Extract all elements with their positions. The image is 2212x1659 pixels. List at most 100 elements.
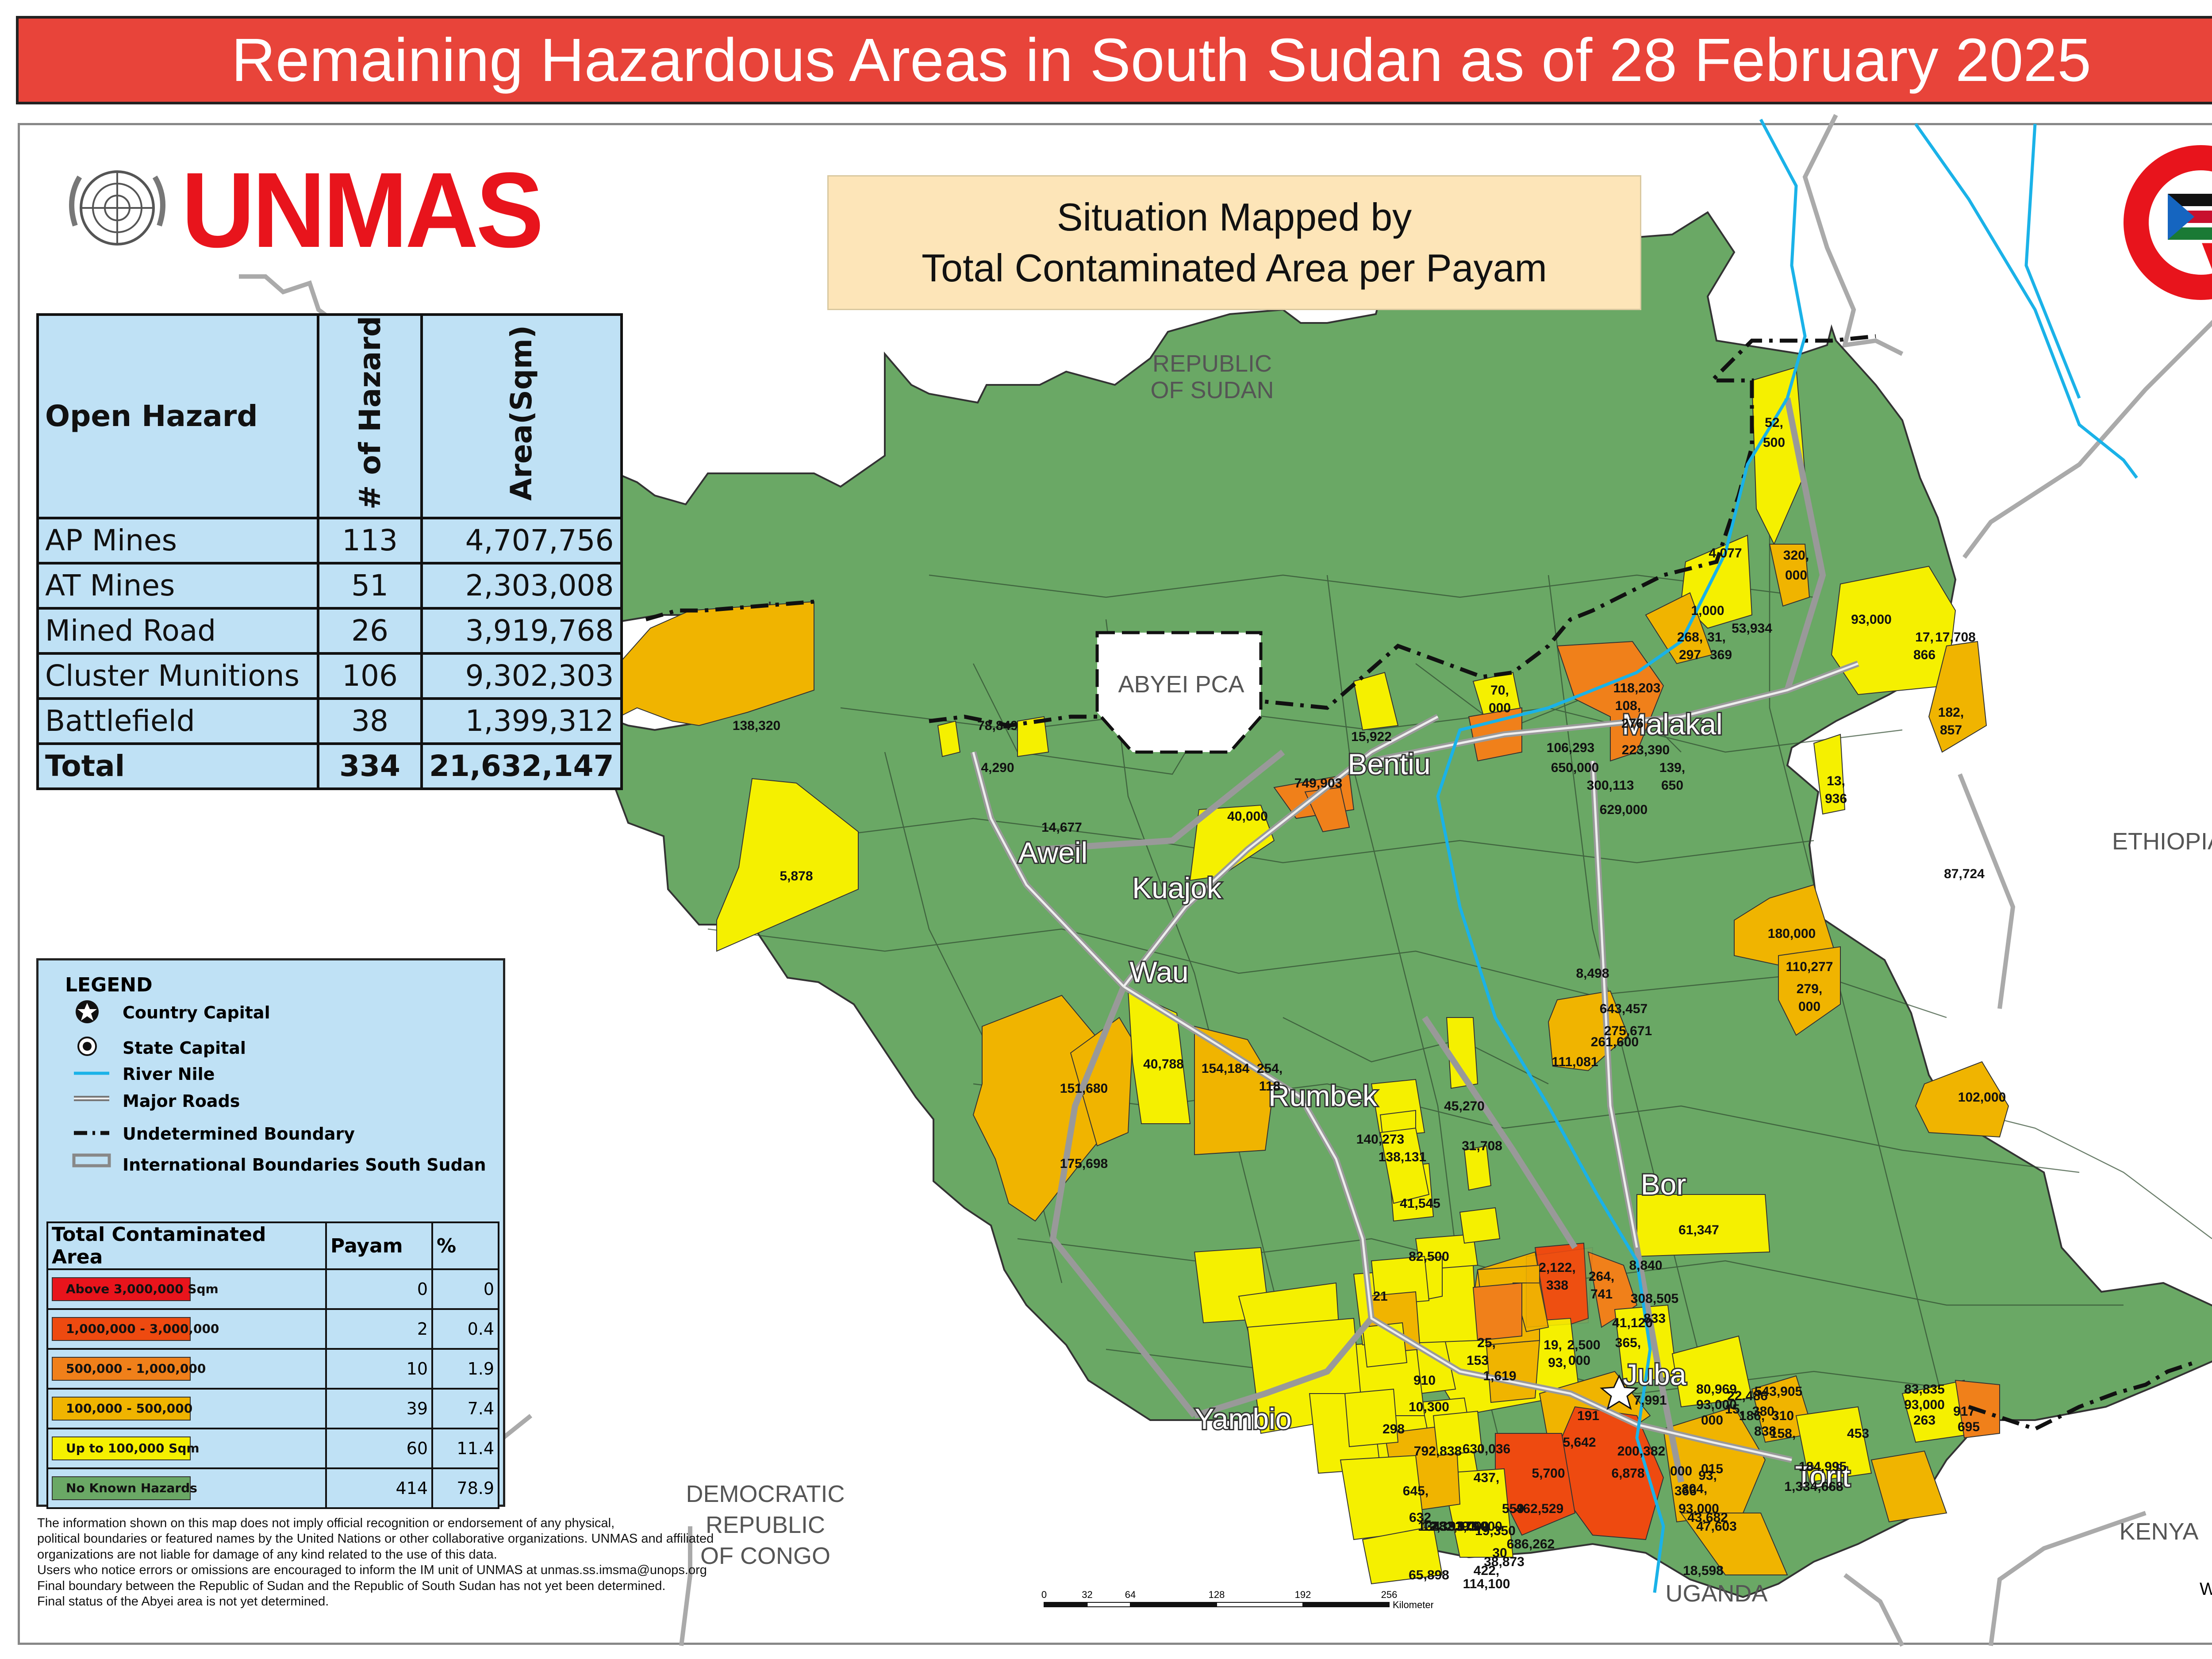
area-label: 261,600 xyxy=(1591,1035,1639,1049)
hazard-area xyxy=(1463,1145,1492,1191)
area-label: 175,698 xyxy=(1060,1156,1108,1171)
area-label: 30 xyxy=(1492,1546,1507,1560)
legend-item: Major Roads xyxy=(123,1091,240,1111)
count-header: # of Hazard xyxy=(353,316,387,510)
scale-unit: Kilometers xyxy=(1393,1599,1433,1610)
class-row: Above 3,000,000 Sqm 0 0 xyxy=(46,1268,499,1310)
hazard-area xyxy=(1795,1406,1872,1483)
area-label: 866 xyxy=(1913,648,1936,662)
hazard-count: 26 xyxy=(317,607,423,655)
class-row: 1,000,000 - 3,000,000 2 0.4 xyxy=(46,1308,499,1350)
area-label: 629,000 xyxy=(1600,803,1647,817)
scale-tick-label: 256 xyxy=(1381,1589,1398,1600)
area-label: 936 xyxy=(1825,791,1847,806)
area-label: 264, xyxy=(1589,1269,1614,1284)
city-label: Kuajok xyxy=(1132,872,1222,904)
area-label: 180,000 xyxy=(1768,926,1816,941)
area-label: 1,619 xyxy=(1483,1369,1516,1383)
hazard-area xyxy=(1432,1410,1483,1456)
major-roads-core xyxy=(972,662,1859,1461)
hazard-count: 51 xyxy=(317,561,423,610)
area-label: 275,671 xyxy=(1604,1024,1652,1038)
area-label: 300,113 xyxy=(1587,778,1634,793)
area-label: 4,290 xyxy=(981,760,1014,775)
class-row: 100,000 - 500,000 39 7.4 xyxy=(46,1388,499,1429)
hazard-type: Battlefield xyxy=(36,697,319,745)
hazard-area xyxy=(1127,990,1191,1124)
area-label: 276 xyxy=(1621,716,1644,731)
payam-header: Payam xyxy=(325,1221,433,1270)
class-label: Up to 100,000 Sqm xyxy=(66,1441,200,1455)
area-label: 365, xyxy=(1615,1336,1641,1350)
hazard-area-value: 3,919,768 xyxy=(420,607,623,655)
area-label: 93,000 xyxy=(1678,1502,1719,1516)
class-label: Above 3,000,000 Sqm xyxy=(66,1282,219,1296)
class-label: No Known Hazards xyxy=(66,1481,197,1495)
city-label: Rumbek xyxy=(1268,1079,1378,1112)
hazard-area xyxy=(1928,641,1987,753)
area-label: 158, xyxy=(1770,1426,1796,1441)
area-label: 4,077 xyxy=(1709,546,1742,561)
hazard-area-value: 4,707,756 xyxy=(420,516,623,565)
area-label: 279, xyxy=(1797,982,1822,996)
hazard-area xyxy=(716,778,859,952)
area-label: 650,000 xyxy=(1551,760,1599,775)
area-label: 000 xyxy=(1670,1464,1692,1479)
undetermined-boundary xyxy=(645,334,2195,1431)
hazard-type: AT Mines xyxy=(36,561,319,610)
table-row: Mined Road 26 3,919,768 xyxy=(36,607,623,655)
hazard-area xyxy=(1344,1388,1399,1448)
hazard-count: 113 xyxy=(317,516,423,565)
area-label: 1,000 xyxy=(1691,603,1724,618)
hazard-area xyxy=(614,601,814,726)
area-label: 559 xyxy=(1502,1502,1524,1516)
hazard-area xyxy=(1526,1247,1594,1328)
area-label: 543,905 xyxy=(1755,1384,1802,1399)
area-label: 000 xyxy=(1568,1353,1590,1368)
scale-tick-label: 0 xyxy=(1041,1589,1047,1600)
area-label: 93,000 xyxy=(1904,1398,1945,1412)
total-label: Total xyxy=(36,742,319,790)
class-payam: 414 xyxy=(325,1467,433,1509)
table-row: Cluster Munitions 106 9,302,303 xyxy=(36,652,623,700)
scale-graphic: 0 32 64 128 192 256Kilometers xyxy=(1041,1589,1433,1610)
disclaimer-line: organizations are not liable for damage … xyxy=(37,1547,497,1562)
class-row: 500,000 - 1,000,000 10 1.9 xyxy=(46,1348,499,1390)
area-label: 118 xyxy=(1259,1079,1280,1094)
hazard-area xyxy=(1194,1025,1275,1156)
hazard-area-value: 1,399,312 xyxy=(420,697,623,745)
area-label: 833 xyxy=(1644,1311,1666,1326)
city-label: Torit xyxy=(1795,1460,1851,1493)
table-row: AP Mines 113 4,707,756 xyxy=(36,516,623,565)
area-label: 93,000 xyxy=(1696,1398,1737,1412)
map-subtitle-box: Situation Mapped by Total Contaminated A… xyxy=(827,175,1641,310)
area-label: 650 xyxy=(1661,778,1683,793)
area-label: 200,382 xyxy=(1617,1444,1665,1459)
city-label: Aweil xyxy=(1018,836,1088,869)
area-header: Area(Sqm) xyxy=(504,325,539,501)
intl-boundary-icon xyxy=(72,1153,111,1167)
class-row: No Known Hazards 414 78.9 xyxy=(46,1467,499,1509)
hazard-area xyxy=(1017,716,1049,757)
un-emblem-icon xyxy=(62,159,173,257)
area-label: 17,708 xyxy=(1935,630,1976,645)
area-label: 632 xyxy=(1409,1510,1431,1525)
compass-w: W xyxy=(2200,1579,2212,1599)
area-label: 45,270 xyxy=(1444,1099,1485,1114)
country-label: KENYA xyxy=(2119,1518,2198,1545)
area-label: 000 xyxy=(1489,701,1511,715)
area-label: 18,598 xyxy=(1683,1563,1724,1578)
area-label: 93,000 xyxy=(1851,612,1892,627)
area-label: 8,498 xyxy=(1576,966,1609,981)
legend-symbols xyxy=(72,1000,111,1167)
area-label: 015 xyxy=(1701,1462,1723,1476)
area-label: 741 xyxy=(1590,1287,1613,1302)
abyei-area xyxy=(1095,631,1263,754)
hazard-area xyxy=(1362,1525,1443,1585)
area-label: 114,100 xyxy=(1463,1577,1510,1591)
class-cell: Up to 100,000 Sqm xyxy=(46,1428,327,1469)
city-label: Juba xyxy=(1623,1358,1686,1391)
area-label: 65,898 xyxy=(1409,1568,1449,1582)
area-label: 154,184 xyxy=(1202,1061,1250,1076)
